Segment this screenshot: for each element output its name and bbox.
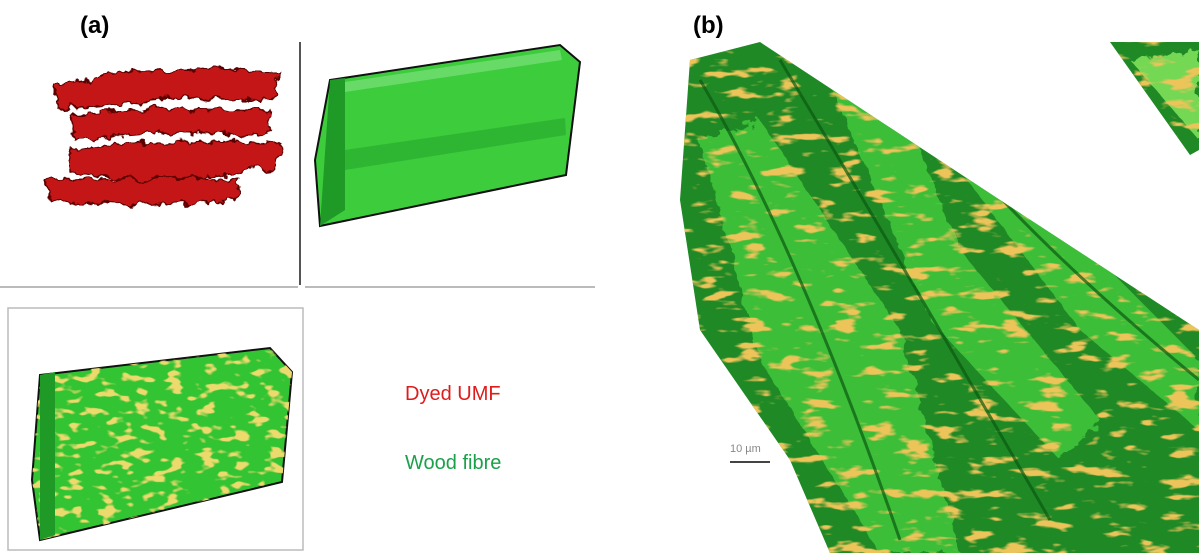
panel-label: (b) [693,12,724,39]
wood-fibre-render [315,45,580,226]
legend-entry: Dyed UMF [405,383,501,405]
scale-bar-label: 10 µm [730,443,761,455]
dyed-umf-render [45,68,282,205]
panel-label: (a) [80,12,109,39]
overlay-render [30,340,300,550]
microscopy-render [670,40,1199,553]
figure: (a) Dyed UMF Wood fibre (b) [0,0,1199,553]
legend-entry: Wood fibre [405,452,501,474]
